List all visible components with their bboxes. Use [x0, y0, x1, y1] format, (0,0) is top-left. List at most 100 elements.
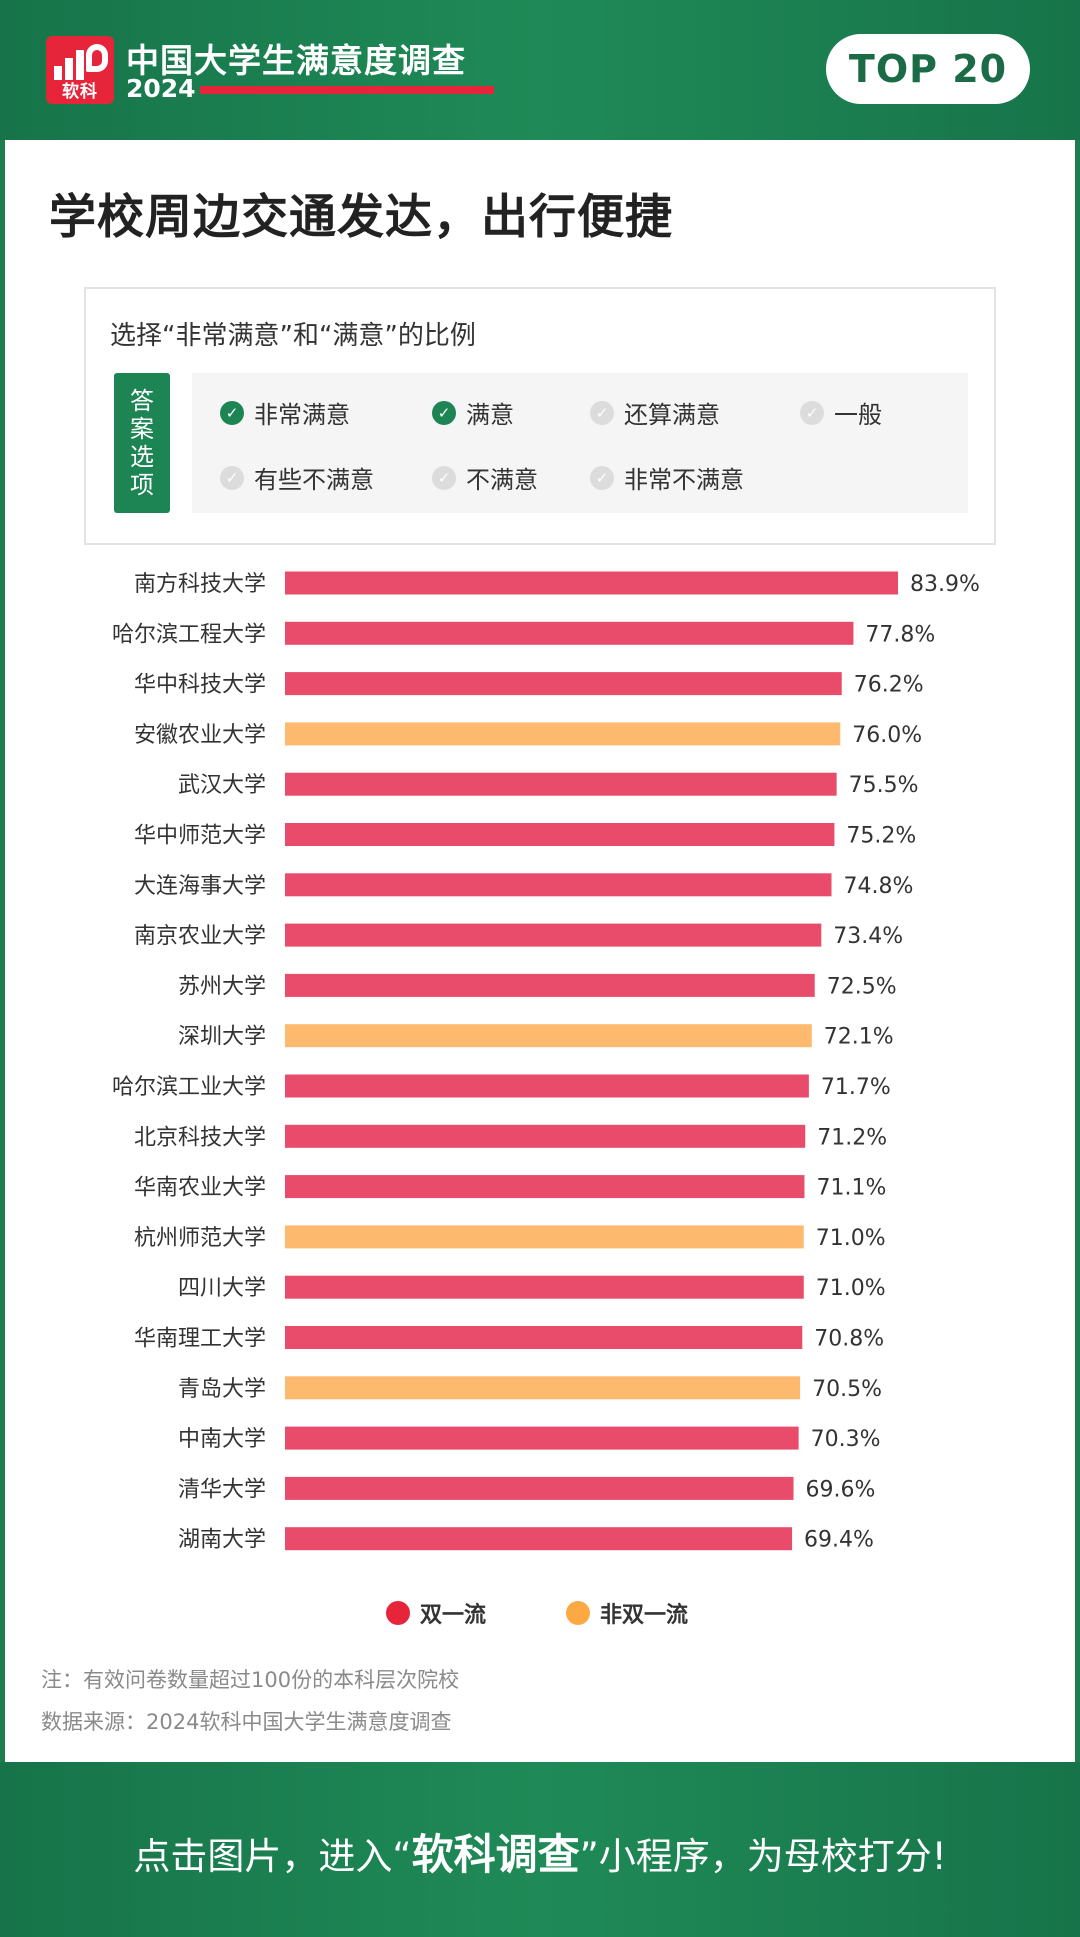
legend-double-first-class: 双一流	[386, 1597, 486, 1629]
options-tag: 答案选项	[114, 373, 170, 513]
options-tag-label: 答案选项	[130, 387, 154, 499]
footer-background[interactable]	[0, 1762, 1080, 1937]
value-label: 76.2%	[854, 673, 924, 698]
option-label: 还算满意	[624, 401, 720, 429]
category-label: 苏州大学	[178, 974, 266, 999]
check-icon: ✓	[590, 400, 614, 425]
bar	[285, 1527, 793, 1551]
category-label: 大连海事大学	[134, 874, 266, 899]
legend-dot-red	[386, 1601, 410, 1625]
footer-call-to-action[interactable]: 点击图片，进入“软科调查”小程序，为母校打分!	[0, 1821, 1080, 1882]
legend-dot-orange	[566, 1601, 590, 1625]
option-dissatisfied: ✓ 不满意	[432, 460, 538, 495]
value-label: 75.2%	[846, 824, 916, 849]
question-text: 选择“非常满意”和“满意”的比例	[110, 321, 476, 351]
bar	[285, 1275, 804, 1299]
category-label: 南京农业大学	[134, 924, 266, 949]
value-label: 74.8%	[844, 874, 914, 899]
category-label: 华中科技大学	[134, 673, 266, 698]
footnote: 注：有效问卷数量超过100份的本科层次院校	[41, 1668, 460, 1692]
check-icon: ✓	[432, 465, 456, 490]
category-label: 哈尔滨工业大学	[112, 1075, 266, 1100]
bar	[285, 722, 841, 746]
category-label: 南方科技大学	[134, 572, 266, 597]
value-label: 70.3%	[811, 1427, 881, 1452]
check-icon: ✓	[220, 400, 244, 425]
value-label: 69.4%	[804, 1528, 874, 1553]
bar	[285, 1074, 809, 1098]
value-label: 76.0%	[852, 723, 922, 748]
category-label: 北京科技大学	[134, 1125, 266, 1150]
option-label: 一般	[834, 401, 882, 429]
value-label: 69.6%	[806, 1477, 876, 1502]
value-label: 72.5%	[827, 974, 897, 999]
option-label: 有些不满意	[254, 466, 374, 494]
bar	[285, 923, 822, 947]
legend-label: 双一流	[420, 1603, 487, 1628]
option-very-satisfied: ✓ 非常满意	[220, 395, 350, 430]
option-somewhat-dissatisfied: ✓ 有些不满意	[220, 460, 374, 495]
bar	[285, 1124, 806, 1148]
logo-text: 软科	[62, 82, 98, 102]
value-label: 70.8%	[814, 1327, 884, 1352]
bar	[285, 772, 837, 796]
check-icon: ✓	[590, 465, 614, 490]
check-icon: ✓	[800, 400, 824, 425]
category-label: 四川大学	[178, 1276, 266, 1301]
option-label: 非常满意	[254, 401, 350, 429]
main-card[interactable]: 学校周边交通发达，出行便捷 选择“非常满意”和“满意”的比例 答案选项 ✓ 非常满…	[5, 140, 1075, 1762]
bar	[285, 1225, 804, 1249]
value-label: 83.9%	[910, 572, 980, 597]
cta-pre: 点击图片，进入“	[133, 1835, 412, 1878]
option-label: 不满意	[466, 466, 538, 494]
value-label: 72.1%	[824, 1025, 894, 1050]
category-label: 华南农业大学	[134, 1176, 266, 1201]
brand-underline	[200, 86, 494, 94]
legend-label: 非双一流	[600, 1603, 689, 1628]
category-label: 深圳大学	[178, 1025, 266, 1050]
bar	[285, 973, 815, 997]
category-label: 中南大学	[178, 1427, 266, 1452]
category-label: 安徽农业大学	[134, 723, 266, 748]
check-icon: ✓	[220, 465, 244, 490]
data-source: 数据来源：2024软科中国大学生满意度调查	[41, 1710, 452, 1734]
top-badge: TOP 20	[826, 34, 1030, 104]
bar	[285, 1426, 799, 1450]
ruanke-logo: 软科	[46, 36, 114, 104]
bar	[285, 1376, 801, 1400]
option-satisfied: ✓ 满意	[432, 395, 514, 430]
bar	[285, 672, 842, 696]
bar	[285, 1326, 803, 1349]
category-label: 青岛大学	[178, 1377, 266, 1402]
bar	[285, 1175, 805, 1199]
value-label: 73.4%	[833, 924, 903, 949]
legend-non-double-first-class: 非双一流	[566, 1597, 688, 1629]
options-panel: ✓ 非常满意 ✓ 满意 ✓ 还算满意 ✓ 一般 ✓ 有些不满意 ✓ 不满意 ✓ 非常不满意	[192, 373, 968, 513]
category-label: 湖南大学	[178, 1528, 266, 1553]
category-label: 哈尔滨工程大学	[112, 622, 266, 647]
brand-year: 2024	[126, 74, 196, 103]
value-label: 70.5%	[812, 1377, 882, 1402]
option-fairly-satisfied: ✓ 还算满意	[590, 395, 720, 430]
bar	[285, 823, 835, 846]
check-icon: ✓	[432, 400, 456, 425]
bar	[285, 1476, 794, 1500]
cta-post: ”小程序，为母校打分!	[579, 1835, 947, 1878]
option-label: 非常不满意	[624, 466, 744, 494]
value-label: 75.5%	[849, 773, 919, 798]
bar	[285, 571, 898, 595]
value-label: 71.0%	[816, 1276, 886, 1301]
value-label: 71.1%	[816, 1176, 886, 1201]
value-label: 71.7%	[821, 1075, 891, 1100]
question-box: 选择“非常满意”和“满意”的比例 答案选项 ✓ 非常满意 ✓ 满意 ✓ 还算满意 ✓ 一…	[84, 287, 996, 545]
option-average: ✓ 一般	[800, 395, 882, 430]
value-label: 71.2%	[817, 1125, 887, 1150]
category-label: 华中师范大学	[134, 824, 266, 849]
category-label: 清华大学	[178, 1477, 266, 1502]
cta-miniprogram-name: 软科调查	[411, 1830, 580, 1879]
value-label: 77.8%	[865, 622, 935, 647]
bar-chart: 南方科技大学 83.9% 哈尔滨工程大学 77.8% 华中科技大学 76.2% 安徽农业大学…	[112, 571, 980, 1553]
category-label: 武汉大学	[178, 773, 266, 798]
bar	[285, 873, 832, 897]
brand-title: 中国大学生满意度调查	[126, 41, 466, 80]
